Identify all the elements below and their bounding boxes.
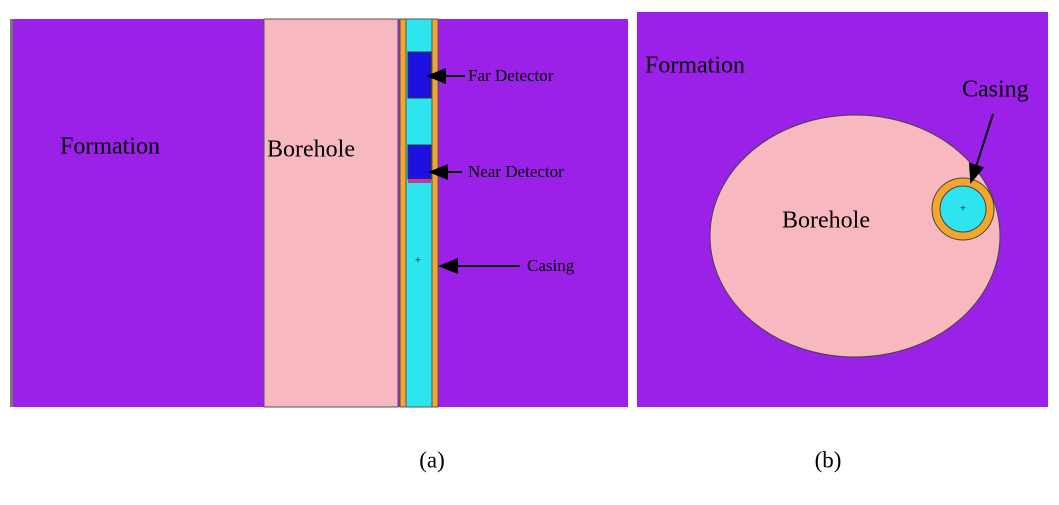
borehole-label: Borehole [267, 137, 355, 163]
near-detector-block [408, 145, 431, 179]
far-detector-label: Far Detector [468, 66, 554, 85]
figure: + Formation Borehole Far Detector Near D… [0, 0, 1059, 505]
formation-label: Formation [645, 53, 745, 79]
casing-label: Casing [527, 256, 575, 275]
center-mark: + [415, 255, 421, 266]
borehole-label: Borehole [782, 208, 870, 234]
caption: (a) [419, 447, 445, 472]
shield [408, 179, 431, 183]
formation-label: Formation [60, 134, 160, 160]
caption: (b) [815, 447, 842, 472]
panel-b: + Formation Borehole Casing [637, 12, 1048, 407]
panel-a: + Formation Borehole Far Detector Near D… [10, 19, 628, 407]
edge [10, 19, 13, 407]
far-detector-block [408, 52, 431, 98]
center-mark: + [960, 203, 966, 214]
near-detector-label: Near Detector [468, 162, 564, 181]
casing-label: Casing [962, 77, 1029, 103]
borehole-region [264, 19, 398, 407]
